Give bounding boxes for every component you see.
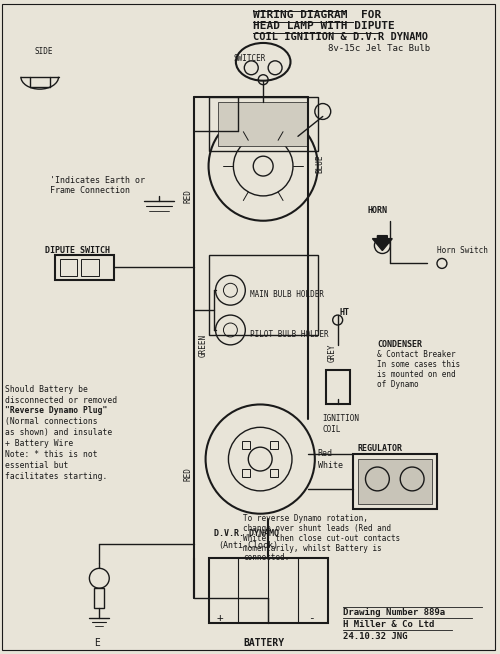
Text: essential but: essential but xyxy=(5,461,68,470)
Bar xyxy=(242,469,250,477)
Text: PILOT BULB HOLDER: PILOT BULB HOLDER xyxy=(250,330,329,339)
Text: facilitates starting.: facilitates starting. xyxy=(5,472,108,481)
Text: -: - xyxy=(308,613,314,623)
Text: HT: HT xyxy=(340,308,349,317)
Text: (Anti-Clock): (Anti-Clock) xyxy=(218,540,278,549)
Bar xyxy=(208,559,328,623)
Text: RED: RED xyxy=(184,467,192,481)
Text: "Reverse Dynamo Plug": "Reverse Dynamo Plug" xyxy=(5,406,108,415)
Text: disconnected or removed: disconnected or removed xyxy=(5,396,117,405)
Text: REGULATOR: REGULATOR xyxy=(358,444,403,453)
Text: as shown) and insulate: as shown) and insulate xyxy=(5,428,112,438)
Text: CONDENSER: CONDENSER xyxy=(378,340,422,349)
Text: of Dynamo: of Dynamo xyxy=(378,379,419,388)
Text: SIDE: SIDE xyxy=(35,47,54,56)
Text: White: White xyxy=(318,461,343,470)
Text: MAIN BULB HOLDER: MAIN BULB HOLDER xyxy=(250,290,324,300)
Bar xyxy=(94,588,104,608)
Bar xyxy=(82,260,100,277)
Bar xyxy=(208,97,318,151)
Text: COIL IGNITION & D.V.R DYNAMO: COIL IGNITION & D.V.R DYNAMO xyxy=(254,32,428,42)
Bar xyxy=(54,256,114,281)
Bar xyxy=(352,454,437,509)
Text: HORN: HORN xyxy=(368,206,388,215)
Text: RED: RED xyxy=(184,189,192,203)
Text: E: E xyxy=(94,638,100,648)
Text: & Contact Breaker: & Contact Breaker xyxy=(378,350,456,359)
Text: (Normal connections: (Normal connections xyxy=(5,417,98,426)
Text: GREEN: GREEN xyxy=(198,334,207,357)
Text: To reverse Dynamo rotation,: To reverse Dynamo rotation, xyxy=(244,513,368,523)
Text: IGNITION
COIL: IGNITION COIL xyxy=(323,415,360,434)
Text: BLUE: BLUE xyxy=(316,154,325,173)
Text: Red: Red xyxy=(318,449,333,458)
Text: connected.: connected. xyxy=(244,553,290,562)
Bar xyxy=(358,459,432,504)
Text: HEAD LAMP WITH DIPUTE: HEAD LAMP WITH DIPUTE xyxy=(254,21,395,31)
Text: H Miller & Co Ltd: H Miller & Co Ltd xyxy=(342,620,434,629)
Text: In some cases this: In some cases this xyxy=(378,360,460,369)
Text: + Battery Wire: + Battery Wire xyxy=(5,439,73,448)
Text: 24.10.32 JNG: 24.10.32 JNG xyxy=(342,632,407,641)
Bar xyxy=(326,370,349,404)
Text: Should Battery be: Should Battery be xyxy=(5,385,88,394)
Text: GREY: GREY xyxy=(328,343,336,362)
Text: D.V.R. DYNAMO: D.V.R. DYNAMO xyxy=(214,528,278,538)
Bar xyxy=(208,256,318,335)
Text: WIRING DIAGRAM  FOR: WIRING DIAGRAM FOR xyxy=(254,10,382,20)
Text: DIPUTE SWITCH: DIPUTE SWITCH xyxy=(44,245,110,254)
Text: change over shunt leads (Red and: change over shunt leads (Red and xyxy=(244,524,392,532)
Text: BATTERY: BATTERY xyxy=(244,638,284,648)
FancyArrow shape xyxy=(372,235,392,250)
Bar xyxy=(242,441,250,449)
Text: Note: * this is not: Note: * this is not xyxy=(5,450,98,459)
Bar xyxy=(270,441,278,449)
Bar xyxy=(270,469,278,477)
Text: SWITCER: SWITCER xyxy=(233,54,266,63)
Text: momentarily, whilst Battery is: momentarily, whilst Battery is xyxy=(244,543,382,553)
Text: 8v-15c Jel Tac Bulb: 8v-15c Jel Tac Bulb xyxy=(328,44,430,53)
Text: Horn Switch: Horn Switch xyxy=(437,245,488,254)
Text: is mounted on end: is mounted on end xyxy=(378,370,456,379)
Text: +: + xyxy=(216,613,224,623)
Bar xyxy=(218,101,308,146)
Text: 'Indicates Earth or
Frame Connection: 'Indicates Earth or Frame Connection xyxy=(50,176,144,196)
Bar xyxy=(60,260,78,277)
Text: White) then close cut-out contacts: White) then close cut-out contacts xyxy=(244,534,400,543)
Text: Drawing Number 889a: Drawing Number 889a xyxy=(342,608,445,617)
